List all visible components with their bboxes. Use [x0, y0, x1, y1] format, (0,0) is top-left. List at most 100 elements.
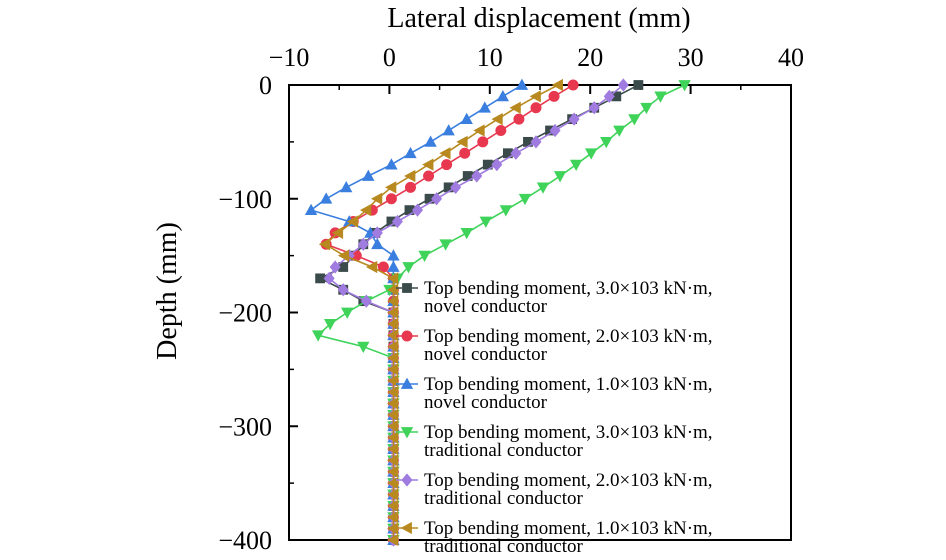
- data-point: [387, 533, 399, 547]
- data-point: [387, 306, 399, 319]
- x-tick-label: 0: [383, 43, 396, 72]
- legend-label: Top bending moment, 3.0×103 kN·m,: [424, 422, 713, 443]
- data-point: [459, 147, 471, 159]
- data-point: [569, 159, 583, 171]
- data-point: [491, 158, 503, 172]
- data-point: [499, 205, 513, 217]
- data-point: [588, 101, 600, 115]
- data-point: [551, 78, 563, 92]
- legend-marker: [400, 377, 414, 389]
- data-point: [404, 146, 417, 159]
- data-point: [387, 397, 399, 410]
- legend-label: Top bending moment, 2.0×103 kN·m,: [424, 470, 713, 491]
- data-point: [640, 102, 653, 115]
- data-point: [423, 170, 435, 182]
- data-point: [387, 260, 400, 272]
- data-point: [509, 101, 521, 114]
- data-point: [402, 262, 415, 274]
- data-point: [530, 135, 542, 149]
- x-tick-label: 30: [678, 43, 704, 72]
- data-point: [318, 238, 331, 251]
- legend-label: Top bending moment, 1.0×103 kN·m,: [424, 374, 713, 395]
- data-point: [549, 123, 561, 138]
- data-point: [387, 476, 399, 490]
- data-point: [603, 89, 615, 103]
- legend-item-2: Top bending moment, 2.0×103 kN·m,novel c…: [396, 326, 713, 365]
- data-point: [323, 318, 337, 331]
- x-tick-label: 20: [577, 43, 603, 72]
- data-point: [331, 226, 344, 240]
- data-point: [439, 239, 452, 251]
- data-point: [404, 169, 416, 183]
- legend-marker: [402, 283, 412, 293]
- data-point: [479, 216, 492, 228]
- data-point: [478, 101, 491, 113]
- legend-marker: [400, 521, 412, 535]
- legend-label-line2: novel conductor: [424, 344, 548, 365]
- legend-marker: [401, 473, 413, 487]
- data-point: [387, 249, 400, 261]
- y-tick-label: −300: [218, 412, 272, 441]
- data-point: [617, 78, 629, 92]
- data-point: [385, 193, 397, 205]
- data-point: [491, 112, 503, 126]
- data-point: [387, 408, 399, 422]
- legend-label: Top bending moment, 2.0×103 kN·m,: [424, 326, 713, 347]
- legend-item-4: Top bending moment, 3.0×103 kN·m,traditi…: [396, 422, 713, 461]
- data-point: [315, 273, 326, 284]
- data-point: [359, 203, 372, 217]
- y-tick-label: −200: [218, 299, 272, 328]
- data-point: [387, 442, 399, 456]
- data-point: [529, 90, 541, 103]
- data-point: [471, 169, 483, 183]
- legend-label-line2: traditional conductor: [424, 440, 583, 461]
- legend-label: Top bending moment, 3.0×103 kN·m,: [424, 278, 713, 299]
- legend-label-line2: traditional conductor: [424, 488, 583, 509]
- data-point: [536, 182, 550, 194]
- data-point: [387, 272, 399, 285]
- data-point: [387, 317, 399, 331]
- data-point: [387, 431, 399, 444]
- data-point: [323, 271, 335, 285]
- data-point: [548, 90, 560, 102]
- data-point: [387, 499, 399, 513]
- data-point: [585, 148, 598, 160]
- y-tick-label: 0: [259, 71, 272, 100]
- x-tick-label: 40: [778, 43, 804, 72]
- data-point: [387, 294, 399, 308]
- data-point: [518, 193, 532, 206]
- data-point: [362, 169, 375, 181]
- data-point: [387, 420, 399, 433]
- data-point: [678, 80, 691, 92]
- data-point: [422, 158, 434, 171]
- legend-marker: [400, 427, 414, 439]
- data-point: [360, 294, 372, 308]
- data-point: [442, 124, 455, 136]
- x-tick-label: 10: [477, 43, 503, 72]
- data-point: [613, 125, 626, 137]
- data-point: [387, 283, 399, 296]
- data-point: [346, 215, 359, 228]
- y-axis-title: Depth (mm): [152, 222, 183, 360]
- data-point: [450, 180, 462, 194]
- data-point: [341, 307, 354, 319]
- data-point: [495, 125, 507, 137]
- data-point: [387, 511, 399, 524]
- data-point: [387, 454, 399, 467]
- data-point: [456, 135, 468, 149]
- y-tick-label: −400: [218, 526, 272, 555]
- legend-label: Top bending moment, 1.0×103 kN·m,: [424, 518, 713, 539]
- data-point: [387, 374, 399, 387]
- data-point: [340, 181, 353, 193]
- legend-label-line2: novel conductor: [424, 392, 548, 413]
- data-point: [496, 90, 510, 102]
- data-point: [337, 283, 349, 297]
- legend-label-line2: traditional conductor: [424, 536, 583, 557]
- data-point: [473, 124, 485, 137]
- data-point: [477, 136, 489, 148]
- data-point: [387, 465, 399, 478]
- data-point: [366, 260, 378, 274]
- data-point: [431, 192, 443, 206]
